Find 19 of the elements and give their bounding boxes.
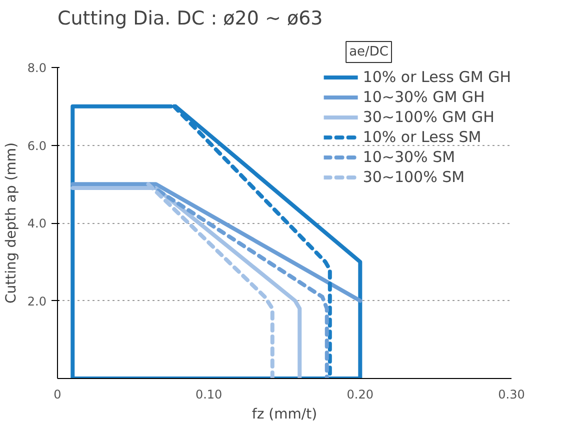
legend-label: 10% or Less GM GH <box>362 68 511 86</box>
x-tick-label: 0.30 <box>498 388 525 402</box>
x-axis-title: fz (mm/t) <box>252 406 318 422</box>
y-axis-title: Cutting depth ap (mm) <box>3 142 20 304</box>
legend-label: 10~30% SM <box>362 148 456 166</box>
chart-title: Cutting Dia. DC : ø20 ~ ø63 <box>58 8 323 30</box>
x-tick-label: 0.20 <box>346 388 374 402</box>
legend-label: 30~100% SM <box>362 168 465 186</box>
legend-label: 10~30% GM GH <box>362 88 485 106</box>
x-tick-label: 0 <box>54 388 62 402</box>
line-series <box>70 186 302 378</box>
text: ae/DC <box>349 44 389 60</box>
y-tick-label: 2.0 <box>27 294 47 308</box>
x-tick-label: 0.10 <box>195 388 222 402</box>
y-tick-label: 6.0 <box>27 138 47 153</box>
y-tick-label: 4.0 <box>27 216 47 230</box>
legend-label: 10% or Less SM <box>362 128 482 146</box>
legend-label: 30~100% GM GH <box>362 108 494 126</box>
y-tick-label: 8.0 <box>27 61 47 75</box>
